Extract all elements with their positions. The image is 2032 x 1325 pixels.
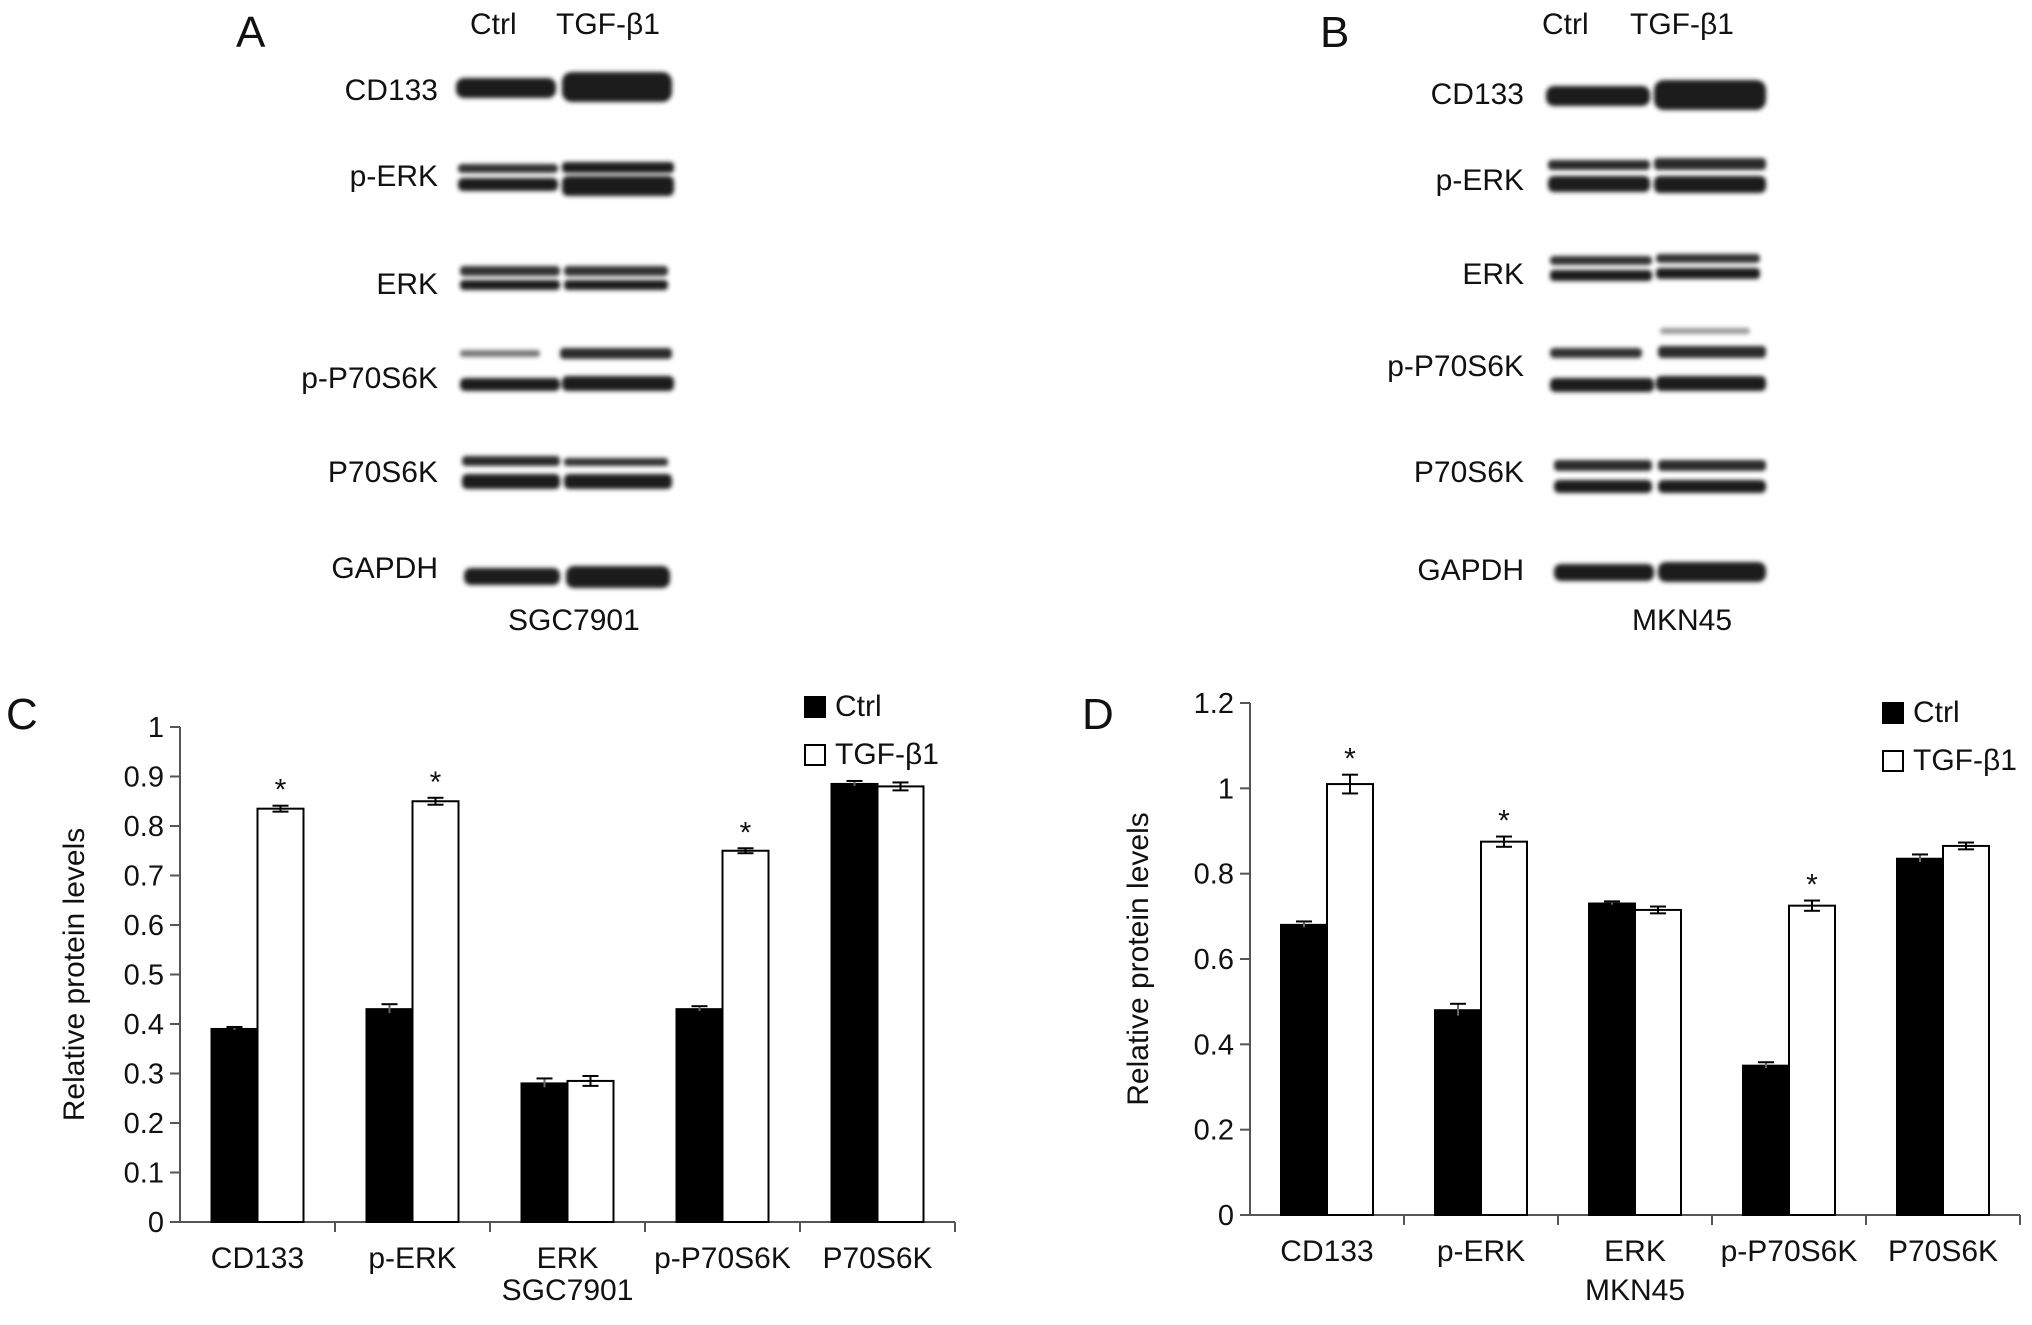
protein-label-b-gapdh: GAPDH: [1417, 554, 1524, 587]
protein-label-a-pp70s6k: p-P70S6K: [301, 362, 438, 395]
chart-c-legend-swatch: [804, 696, 826, 718]
chart-c-bar-tgf: [256, 807, 305, 1223]
protein-label-b-erk: ERK: [1462, 258, 1524, 291]
chart-c-y-tick-label: 0.9: [124, 762, 164, 794]
chart-d-y-axis-label: Relative protein levels: [1122, 812, 1155, 1105]
chart-c-y-tick-label: 0.6: [124, 910, 164, 942]
chart-d-bar-tgf: [1788, 904, 1836, 1217]
chart-c-y-tick-label: 0.7: [124, 861, 164, 893]
panel-label-a: A: [236, 8, 266, 57]
chart-d-y-tick-label: 1.2: [1194, 688, 1234, 720]
chart-d-bar-ctrl: [1280, 923, 1328, 1216]
chart-c-bar-ctrl: [675, 1008, 724, 1224]
chart-d-y-tick-label: 1: [1218, 773, 1234, 805]
chart-d-bar-ctrl: [1588, 902, 1636, 1216]
chart-c-x-axis-label: SGC7901: [502, 1274, 634, 1307]
chart-d-significance-marker: *: [1498, 805, 1510, 838]
chart-d-bar-tgf: [1480, 840, 1528, 1217]
chart-c-significance-marker: *: [430, 766, 442, 799]
cell-line-label-a: SGC7901: [508, 604, 640, 637]
chart-c-legend-label: Ctrl: [835, 690, 882, 723]
chart-c-bar-ctrl: [830, 782, 879, 1223]
chart-d-y-tick-label: 0.4: [1194, 1029, 1234, 1061]
protein-label-b-cd133: CD133: [1430, 78, 1524, 111]
chart-d-bar-ctrl: [1896, 857, 1944, 1216]
chart-d-category-label: ERK: [1604, 1235, 1666, 1268]
protein-label-b-p70s6k: P70S6K: [1413, 456, 1524, 489]
chart-d-y-tick-label: 0.6: [1194, 944, 1234, 976]
chart-c-y-tick-label: 0: [148, 1207, 164, 1239]
chart-c-category-label: P70S6K: [822, 1242, 932, 1275]
chart-d-category-label: CD133: [1280, 1235, 1373, 1268]
chart-c-category-label: p-ERK: [368, 1242, 456, 1275]
lane-header-ctrl-a: Ctrl: [470, 8, 517, 41]
chart-d-bar-ctrl: [1434, 1009, 1482, 1217]
chart-c-bar-tgf: [721, 849, 770, 1223]
chart-c-significance-marker: *: [275, 774, 287, 807]
chart-d-y-tick-label: 0.2: [1194, 1115, 1234, 1147]
lane-header-tgf-a: TGF-β1: [556, 8, 660, 41]
cell-line-label-b: MKN45: [1632, 604, 1733, 637]
chart-c-y-tick-label: 0.2: [124, 1108, 164, 1140]
western-blot-image-b: [1546, 80, 1766, 582]
panel-label-b: B: [1320, 8, 1350, 57]
protein-label-a-cd133: CD133: [344, 74, 438, 107]
chart-d-legend-label: TGF-β1: [1913, 744, 2017, 777]
chart-d-bar-tgf: [1942, 844, 1990, 1217]
chart-d-y-tick-label: 0: [1218, 1200, 1234, 1232]
chart-c-category-label: p-P70S6K: [654, 1242, 791, 1275]
chart-d-significance-marker: *: [1806, 869, 1818, 902]
chart-d-bar-tgf: [1326, 783, 1374, 1216]
chart-d-legend-swatch: [1882, 702, 1904, 724]
chart-d-category-label: P70S6K: [1888, 1235, 1998, 1268]
chart-c-legend-swatch: [804, 744, 826, 766]
protein-label-b-perk: p-ERK: [1435, 164, 1524, 197]
chart-d-legend-label: Ctrl: [1913, 696, 1960, 729]
chart-c-significance-marker: *: [740, 816, 752, 849]
chart-d-bar-tgf: [1634, 908, 1682, 1217]
protein-label-a-p70s6k: P70S6K: [327, 456, 438, 489]
chart-c-y-tick-label: 1: [148, 712, 164, 744]
chart-c-y-tick-label: 0.1: [124, 1158, 164, 1190]
chart-c-category-label: CD133: [211, 1242, 304, 1275]
chart-c-y-tick-label: 0.3: [124, 1059, 164, 1091]
chart-c-bar-ctrl: [365, 1008, 414, 1224]
chart-d-bar-ctrl: [1742, 1064, 1790, 1216]
chart-d-y-tick-label: 0.8: [1194, 859, 1234, 891]
chart-c-y-tick-label: 0.5: [124, 960, 164, 992]
chart-c-y-axis-label: Relative protein levels: [58, 828, 91, 1121]
lane-header-tgf-b: TGF-β1: [1630, 8, 1734, 41]
chart-c-y-tick-label: 0.8: [124, 811, 164, 843]
chart-c-bar-tgf: [566, 1079, 615, 1224]
chart-d-legend-swatch: [1882, 750, 1904, 772]
chart-d-x-axis-label: MKN45: [1585, 1274, 1685, 1307]
chart-c-bar-tgf: [876, 785, 925, 1224]
protein-label-a-gapdh: GAPDH: [331, 552, 438, 585]
protein-label-a-perk: p-ERK: [349, 160, 438, 193]
chart-c-category-label: ERK: [537, 1242, 599, 1275]
panel-label-c: C: [6, 690, 38, 739]
chart-c-bar-ctrl: [210, 1027, 259, 1223]
chart-c-legend-label: TGF-β1: [835, 738, 939, 771]
panel-label-d: D: [1082, 690, 1114, 739]
chart-d-significance-marker: *: [1344, 743, 1356, 776]
chart-d-category-label: p-ERK: [1437, 1235, 1525, 1268]
western-blot-image-a: [456, 72, 674, 588]
chart-d-category-label: p-P70S6K: [1721, 1235, 1858, 1268]
protein-label-b-pp70s6k: p-P70S6K: [1387, 350, 1524, 383]
chart-c-bar-tgf: [411, 800, 460, 1223]
lane-header-ctrl-b: Ctrl: [1542, 8, 1589, 41]
chart-c-bar-ctrl: [520, 1082, 569, 1224]
protein-label-a-erk: ERK: [376, 268, 438, 301]
chart-c-y-tick-label: 0.4: [124, 1009, 164, 1041]
